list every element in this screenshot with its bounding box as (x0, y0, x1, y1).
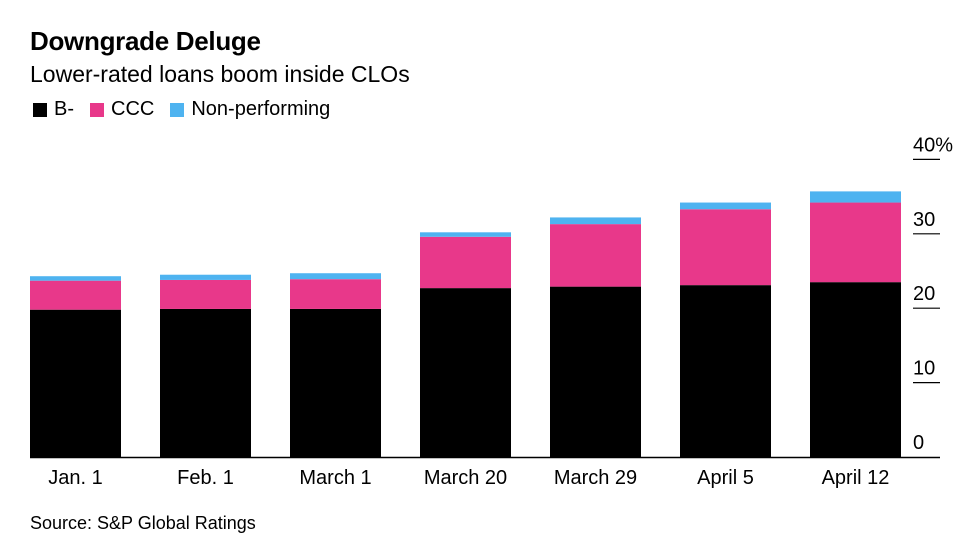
y-tick-label: 40% (913, 134, 953, 156)
bar-b-minus-3 (420, 288, 511, 457)
legend-label-b-minus: B- (54, 98, 74, 120)
legend: B- CCC Non-performing (33, 98, 346, 121)
bar-non-performing-4 (550, 217, 641, 225)
x-tick-label: March 29 (554, 467, 637, 489)
legend-swatch-ccc (90, 102, 104, 117)
bar-b-minus-1 (160, 308, 251, 457)
bar-ccc-0 (30, 280, 121, 310)
x-tick-label: April 12 (822, 467, 890, 489)
bar-ccc-2 (290, 279, 381, 309)
x-tick-label: March 20 (424, 467, 507, 489)
legend-item-b-minus: B- (33, 98, 74, 121)
bar-non-performing-6 (810, 191, 901, 203)
y-tick-label: 20 (913, 283, 935, 305)
y-tick-label: 10 (913, 358, 935, 380)
legend-label-ccc: CCC (111, 98, 155, 120)
bar-non-performing-3 (420, 232, 511, 237)
x-tick-label: March 1 (299, 467, 371, 489)
bar-non-performing-0 (30, 276, 121, 281)
bar-ccc-5 (680, 209, 771, 286)
x-tick-label: Jan. 1 (48, 467, 102, 489)
legend-item-ccc: CCC (90, 98, 154, 121)
legend-item-non-performing: Non-performing (170, 98, 330, 121)
y-tick-label: 0 (913, 432, 924, 454)
bar-non-performing-5 (680, 202, 771, 210)
y-tick-label: 30 (913, 209, 935, 231)
x-tick-label: Feb. 1 (177, 467, 234, 489)
bar-non-performing-2 (290, 273, 381, 280)
bar-ccc-1 (160, 279, 251, 309)
legend-label-non-performing: Non-performing (191, 98, 331, 120)
chart-title: Downgrade Deluge (30, 26, 261, 56)
bar-ccc-4 (550, 224, 641, 287)
bar-b-minus-5 (680, 285, 771, 457)
legend-swatch-b-minus (33, 102, 47, 117)
bar-b-minus-6 (810, 282, 901, 457)
bar-ccc-6 (810, 202, 901, 283)
legend-swatch-non-performing (170, 102, 185, 117)
bar-b-minus-2 (290, 308, 381, 457)
source-note: Source: S&P Global Ratings (30, 513, 256, 533)
bar-b-minus-0 (30, 309, 121, 457)
bar-non-performing-1 (160, 274, 251, 280)
x-tick-label: April 5 (697, 467, 754, 489)
bar-ccc-3 (420, 236, 511, 289)
chart-subtitle: Lower-rated loans boom inside CLOs (30, 61, 410, 87)
bar-b-minus-4 (550, 286, 641, 457)
